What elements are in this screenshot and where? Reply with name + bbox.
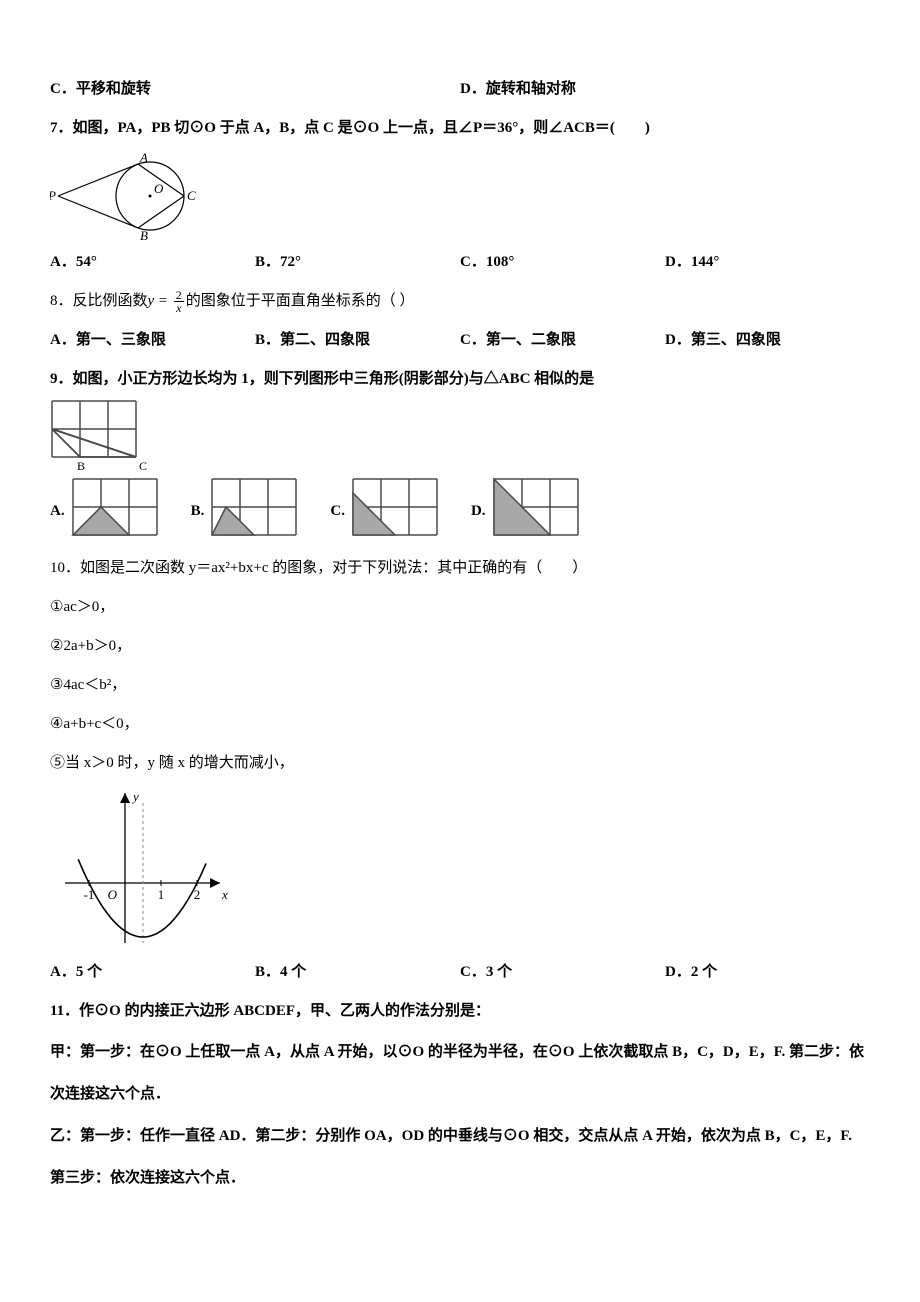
svg-text:B: B xyxy=(77,459,85,471)
q10-stem: 10．如图是二次函数 y＝ax²+bx+c 的图象，对于下列说法：其中正确的有（… xyxy=(50,549,870,588)
q10-s3: ③4ac＜b²， xyxy=(50,666,870,705)
q6-options: C．平移和旋转 D．旋转和轴对称 xyxy=(50,70,870,109)
q11-stem: 11．作⊙O 的内接正六边形 ABCDEF，甲、乙两人的作法分别是： xyxy=(50,992,870,1031)
q8-frac-den: x xyxy=(174,302,184,314)
q8-optD: D．第三、四象限 xyxy=(665,321,870,360)
svg-text:B: B xyxy=(140,228,148,243)
svg-text:O: O xyxy=(108,887,118,902)
q7-optB: B．72° xyxy=(255,243,460,282)
q9-optB-cell: B. xyxy=(191,477,301,539)
q10-optB: B．4 个 xyxy=(255,953,460,992)
q9-options-row: A. B. C. D. xyxy=(50,477,870,539)
q8-options: A．第一、三象限 B．第二、四象限 C．第一、二象限 D．第三、四象限 xyxy=(50,321,870,360)
svg-text:O: O xyxy=(154,181,164,196)
q9-stem: 9．如图，小正方形边长均为 1，则下列图形中三角形(阴影部分)与△ABC 相似的… xyxy=(50,360,870,399)
q8-stem-pre: 8．反比例函数 xyxy=(50,293,148,309)
q9-main-figure: ABC xyxy=(50,399,154,471)
svg-text:x: x xyxy=(221,887,228,902)
svg-text:C: C xyxy=(187,188,196,203)
q9-optA-label: A. xyxy=(50,492,65,531)
q8-fraction: 2 x xyxy=(174,289,184,314)
q10-optC: C．3 个 xyxy=(460,953,665,992)
q6-optD: D．旋转和轴对称 xyxy=(460,70,870,109)
q7-optC: C．108° xyxy=(460,243,665,282)
q9-optC-label: C. xyxy=(330,492,345,531)
svg-text:1: 1 xyxy=(158,887,165,902)
q9-optC-figure xyxy=(351,477,441,539)
q8-y-eq: y = xyxy=(148,293,169,309)
q9-optD-cell: D. xyxy=(471,477,582,539)
q10-optD: D．2 个 xyxy=(665,953,870,992)
q7-figure: P A B C O xyxy=(50,148,200,243)
q8-stem: 8．反比例函数y = 2 x 的图象位于平面直角坐标系的（ ） xyxy=(50,282,870,321)
q10-s4: ④a+b+c＜0， xyxy=(50,705,870,744)
q7-options: A．54° B．72° C．108° D．144° xyxy=(50,243,870,282)
q10-optA: A．5 个 xyxy=(50,953,255,992)
q9-optB-label: B. xyxy=(191,492,205,531)
q9-optA-figure xyxy=(71,477,161,539)
q11-yi: 乙：第一步：任作一直径 AD．第二步：分别作 OA，OD 的中垂线与⊙O 相交，… xyxy=(50,1115,870,1199)
q7-stem: 7．如图，PA，PB 切⊙O 于点 A，B，点 C 是⊙O 上一点，且∠P＝36… xyxy=(50,109,870,148)
q10-s2: ②2a+b＞0， xyxy=(50,627,870,666)
svg-text:A: A xyxy=(139,150,148,165)
svg-text:C: C xyxy=(139,459,147,471)
q8-optC: C．第一、二象限 xyxy=(460,321,665,360)
q9-optA-cell: A. xyxy=(50,477,161,539)
q11-jia: 甲：第一步：在⊙O 上任取一点 A，从点 A 开始，以⊙O 的半径为半径，在⊙O… xyxy=(50,1031,870,1115)
q8-stem-post: 的图象位于平面直角坐标系的（ ） xyxy=(186,293,415,309)
q7-optD: D．144° xyxy=(665,243,870,282)
svg-text:P: P xyxy=(50,188,56,203)
q10-options: A．5 个 B．4 个 C．3 个 D．2 个 xyxy=(50,953,870,992)
q8-optA: A．第一、三象限 xyxy=(50,321,255,360)
q9-optC-cell: C. xyxy=(330,477,441,539)
q9-optD-figure xyxy=(492,477,582,539)
q10-figure: -112Oyx xyxy=(50,783,230,953)
q7-optA: A．54° xyxy=(50,243,255,282)
q8-optB: B．第二、四象限 xyxy=(255,321,460,360)
q9-optB-figure xyxy=(210,477,300,539)
svg-text:y: y xyxy=(131,789,139,804)
q10-s1: ①ac＞0， xyxy=(50,588,870,627)
svg-text:2: 2 xyxy=(194,887,201,902)
q6-optC: C．平移和旋转 xyxy=(50,70,460,109)
q9-optD-label: D. xyxy=(471,492,486,531)
q10-s5: ⑤当 x＞0 时，y 随 x 的增大而减小， xyxy=(50,744,870,783)
